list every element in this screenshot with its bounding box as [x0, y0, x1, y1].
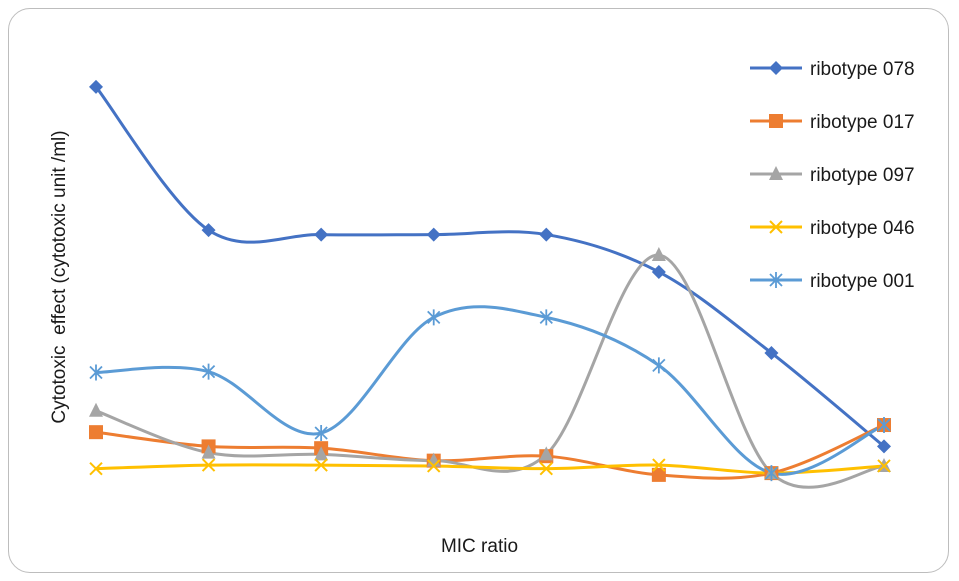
- legend-swatch-marker: [769, 166, 783, 180]
- data-point-s3-p2: [201, 444, 216, 459]
- data-point-s4-p2: [201, 458, 216, 472]
- data-point-s4-p5: [539, 461, 553, 476]
- data-point-s5-p4: [427, 309, 441, 326]
- data-point-s2-p1: [89, 425, 103, 440]
- legend-entry-1: ribotype 078: [750, 59, 915, 80]
- data-point-s5-p1: [89, 364, 103, 381]
- data-point-s1-p4: [426, 227, 441, 242]
- legend-entry-2: ribotype 017: [750, 112, 915, 133]
- legend-label: ribotype 046: [810, 218, 915, 239]
- legend-entry-3: ribotype 097: [750, 165, 915, 186]
- data-point-s4-p6: [652, 458, 666, 472]
- data-point-s5-p5: [539, 309, 553, 326]
- legend-swatch-marker: [769, 220, 783, 234]
- legend-label: ribotype 001: [810, 271, 915, 292]
- legend-label: ribotype 017: [810, 112, 915, 133]
- legend: ribotype 078 ribotype 017 ribotype 097 ribo…: [750, 59, 915, 292]
- data-point-s3-p5: [539, 446, 554, 461]
- data-point-s3-p1: [89, 402, 103, 417]
- data-point-s3-p3: [314, 446, 329, 461]
- data-point-s4-p8: [877, 459, 891, 473]
- data-point-s5-p2: [201, 363, 216, 380]
- legend-entry-5: ribotype 001: [750, 271, 915, 292]
- y-axis-label: Cytotoxic effect (cytotoxic unit /ml): [49, 130, 70, 424]
- data-point-s5-p6: [652, 357, 666, 374]
- legend-swatch-marker: [769, 114, 783, 128]
- data-point-s4-p4: [427, 459, 441, 473]
- data-point-s5-p7: [764, 465, 779, 482]
- legend-swatch-marker: [769, 61, 783, 75]
- data-point-s5-p3: [314, 425, 328, 442]
- series-line-4: [94, 463, 886, 475]
- legend-label: ribotype 097: [810, 165, 915, 186]
- data-point-s3-p6: [651, 247, 666, 262]
- legend-label: ribotype 078: [810, 59, 915, 80]
- data-point-s5-p8: [877, 417, 891, 434]
- legend-entry-4: ribotype 046: [750, 218, 915, 239]
- data-point-s4-p3: [314, 458, 328, 472]
- data-point-s1-p6: [651, 264, 666, 279]
- data-point-s2-p6: [651, 467, 666, 482]
- x-axis-label: MIC ratio: [440, 536, 519, 557]
- data-point-s1-p1: [89, 79, 103, 94]
- series-line-1: [94, 85, 886, 448]
- series-markers: [89, 79, 891, 482]
- data-point-s4-p1: [89, 461, 103, 476]
- data-point-s1-p8: [877, 439, 891, 454]
- data-point-s1-p7: [764, 345, 779, 360]
- data-point-s1-p5: [539, 227, 554, 242]
- data-point-s1-p2: [201, 223, 216, 238]
- series-line-5: [94, 305, 886, 476]
- series-lines: [94, 85, 886, 489]
- data-point-s1-p3: [314, 227, 329, 242]
- legend-swatch-marker: [769, 272, 783, 288]
- chart-frame: [8, 8, 949, 573]
